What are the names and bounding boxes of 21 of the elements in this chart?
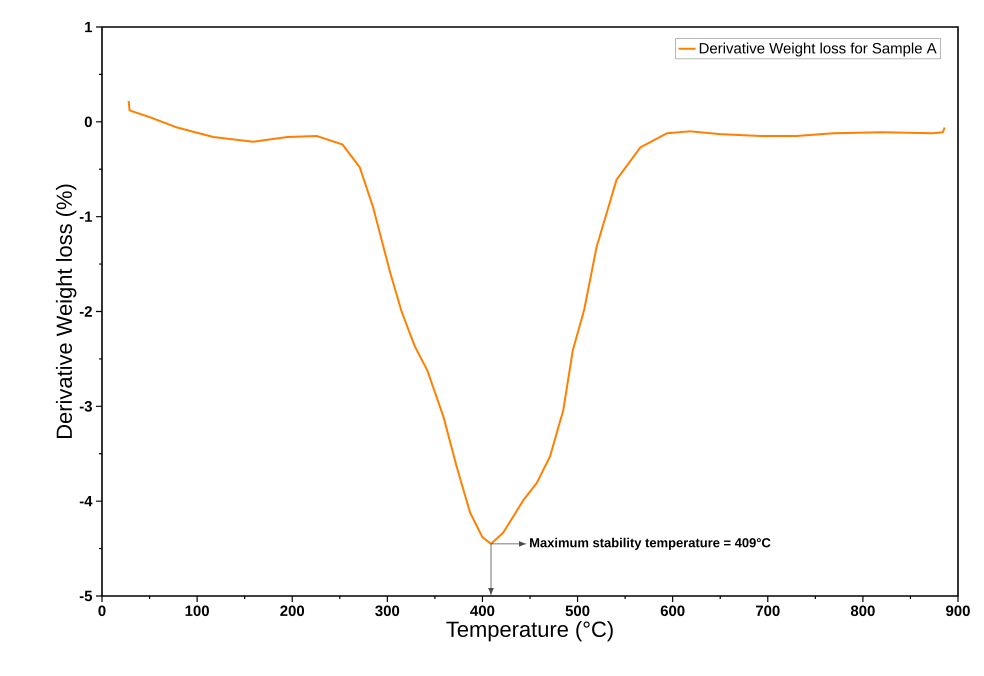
y-tick-label: -3 <box>80 401 92 412</box>
x-tick-label: 700 <box>756 605 780 616</box>
y-tick-label: -5 <box>80 590 92 602</box>
y-tick-label: 0 <box>84 116 92 128</box>
y-axis-title: Derivative Weight loss (%) <box>56 184 76 438</box>
y-tick-label: -1 <box>80 212 92 222</box>
x-tick-label: 400 <box>470 605 494 616</box>
x-tick-label: 300 <box>375 605 400 616</box>
y-tick-label: -2 <box>80 306 92 317</box>
y-tick-label: -4 <box>80 496 92 506</box>
annotation: Maximum stability temperature = 409°C <box>530 538 770 550</box>
x-tick-label: 100 <box>186 605 209 616</box>
x-axis-title: Temperature (°C) <box>446 620 613 642</box>
x-tick-label: 0 <box>98 605 106 616</box>
x-tick-label: 600 <box>660 605 685 616</box>
x-tick-label: 200 <box>280 605 304 616</box>
x-tick-label: 800 <box>850 605 875 616</box>
x-tick-label: 900 <box>946 605 970 616</box>
y-tick-label: 1 <box>85 22 92 32</box>
x-tick-label: 500 <box>566 605 590 616</box>
legend-label: Derivative Weight loss for Sample A <box>700 42 937 56</box>
